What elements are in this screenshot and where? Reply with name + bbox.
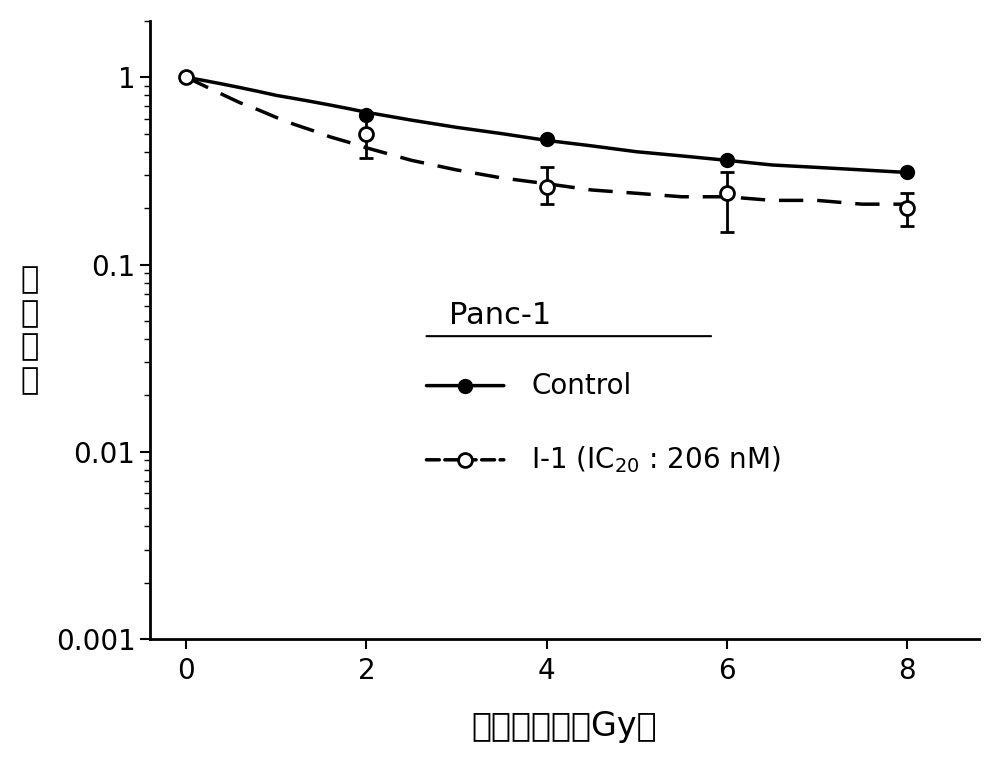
Text: I-1 (IC$_{20}$ : 206 nM): I-1 (IC$_{20}$ : 206 nM)	[531, 445, 781, 475]
Text: Panc-1: Panc-1	[449, 301, 551, 330]
X-axis label: 射线剂量　（Gy）: 射线剂量 （Gy）	[472, 711, 657, 743]
Y-axis label: 存
活
分
数: 存 活 分 数	[21, 265, 39, 395]
Text: Control: Control	[531, 371, 632, 400]
